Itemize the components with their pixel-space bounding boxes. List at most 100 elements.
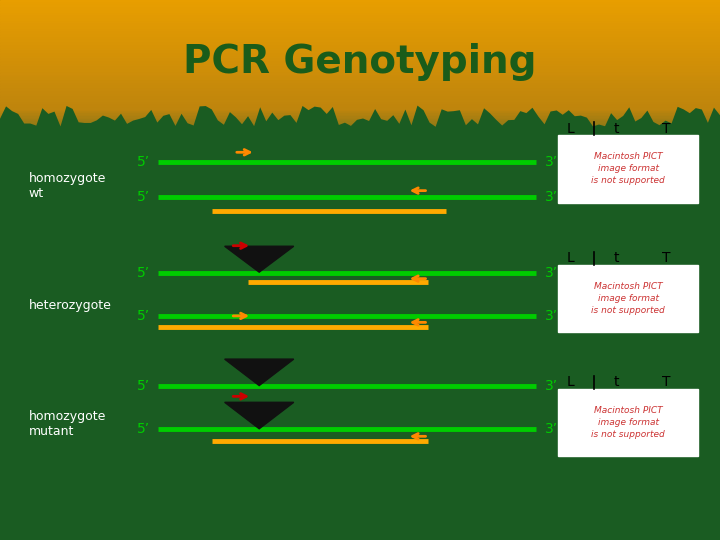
Bar xyxy=(0,321,720,324)
Bar xyxy=(0,427,720,429)
Bar xyxy=(0,435,720,437)
Text: Macintosh PICT
image format
is not supported: Macintosh PICT image format is not suppo… xyxy=(591,282,665,315)
Bar xyxy=(0,0,720,3)
Bar xyxy=(0,62,720,65)
Bar xyxy=(0,5,720,8)
Bar xyxy=(0,238,720,240)
Bar xyxy=(0,30,720,32)
Bar xyxy=(0,186,720,189)
Bar xyxy=(0,254,720,256)
Bar xyxy=(0,494,720,497)
Bar xyxy=(0,491,720,494)
Bar xyxy=(0,472,720,475)
Bar xyxy=(0,76,720,78)
Bar xyxy=(0,105,720,108)
Bar xyxy=(0,32,720,35)
Bar xyxy=(0,46,720,49)
Bar xyxy=(0,8,720,11)
Bar xyxy=(0,364,720,367)
Bar xyxy=(0,535,720,537)
Bar xyxy=(0,189,720,192)
Bar xyxy=(0,437,720,440)
Bar xyxy=(0,148,720,151)
Text: Macintosh PICT
image format
is not supported: Macintosh PICT image format is not suppo… xyxy=(591,406,665,439)
Text: 5’: 5’ xyxy=(137,266,150,280)
Bar xyxy=(0,243,720,246)
Bar xyxy=(0,413,720,416)
Bar xyxy=(0,246,720,248)
Bar xyxy=(0,456,720,459)
Bar xyxy=(0,286,720,289)
Bar xyxy=(0,176,720,178)
Bar xyxy=(0,143,720,146)
Bar xyxy=(0,381,720,383)
Bar xyxy=(0,81,720,84)
Text: 5’: 5’ xyxy=(137,422,150,436)
Bar xyxy=(0,359,720,362)
Bar xyxy=(0,462,720,464)
Bar xyxy=(0,516,720,518)
Bar xyxy=(0,502,720,505)
Bar xyxy=(0,451,720,454)
Text: 3’: 3’ xyxy=(545,379,558,393)
Bar xyxy=(0,154,720,157)
Bar xyxy=(0,424,720,427)
Bar xyxy=(0,100,720,103)
Bar xyxy=(0,86,720,89)
Bar xyxy=(0,27,720,30)
Bar xyxy=(0,300,720,302)
Bar xyxy=(0,59,720,62)
Bar xyxy=(0,68,720,70)
Bar xyxy=(0,84,720,86)
Bar xyxy=(0,94,720,97)
Bar xyxy=(0,319,720,321)
Bar xyxy=(0,57,720,59)
Bar xyxy=(0,432,720,435)
Bar xyxy=(0,240,720,243)
Bar xyxy=(0,410,720,413)
Text: L: L xyxy=(567,375,575,389)
Bar xyxy=(0,89,720,92)
Text: 5’: 5’ xyxy=(137,309,150,323)
Text: t: t xyxy=(613,122,619,136)
Bar xyxy=(0,200,720,202)
Bar xyxy=(0,464,720,467)
Bar xyxy=(0,184,720,186)
Bar xyxy=(0,230,720,232)
Bar xyxy=(0,429,720,432)
Bar xyxy=(0,313,720,316)
Bar xyxy=(0,446,720,448)
Text: 5’: 5’ xyxy=(137,379,150,393)
Bar xyxy=(558,265,698,332)
Text: T: T xyxy=(662,375,670,389)
Bar xyxy=(0,70,720,73)
Bar xyxy=(0,216,720,219)
Text: Macintosh PICT
image format
is not supported: Macintosh PICT image format is not suppo… xyxy=(591,152,665,185)
Bar xyxy=(0,489,720,491)
Bar xyxy=(0,159,720,162)
Bar xyxy=(0,138,720,140)
Bar xyxy=(0,483,720,486)
Bar xyxy=(0,113,720,116)
Bar xyxy=(0,221,720,224)
Bar xyxy=(0,392,720,394)
Text: L: L xyxy=(567,251,575,265)
Bar xyxy=(0,103,720,105)
Bar xyxy=(0,205,720,208)
Bar xyxy=(0,65,720,68)
Bar xyxy=(0,305,720,308)
Bar xyxy=(0,510,720,513)
Bar xyxy=(0,49,720,51)
Bar xyxy=(0,505,720,508)
Bar xyxy=(558,389,698,456)
Bar xyxy=(0,459,720,462)
Bar xyxy=(0,35,720,38)
Text: t: t xyxy=(613,375,619,389)
Bar xyxy=(0,278,720,281)
Bar xyxy=(0,19,720,22)
Text: 3’: 3’ xyxy=(545,309,558,323)
Bar xyxy=(0,194,720,197)
Bar xyxy=(0,14,720,16)
Bar xyxy=(0,526,720,529)
Bar xyxy=(0,213,720,216)
